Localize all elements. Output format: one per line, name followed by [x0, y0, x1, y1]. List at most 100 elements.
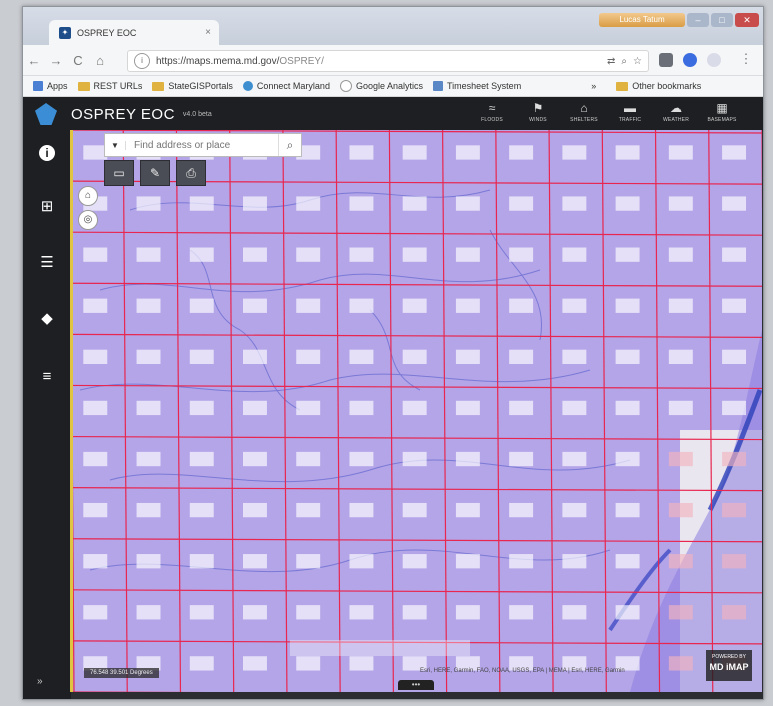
- reload-button[interactable]: C: [73, 52, 83, 68]
- bookmark-connect-maryland[interactable]: Connect Maryland: [242, 81, 330, 91]
- bookmark-apps[interactable]: Apps: [33, 81, 68, 91]
- grid-line-horizontal: [70, 130, 762, 134]
- url-path: OSPREY/: [279, 55, 324, 67]
- layers-icon[interactable]: ◆: [41, 310, 53, 327]
- account-icon[interactable]: [707, 53, 721, 67]
- tab-osprey[interactable]: ✦ OSPREY EOC ×: [49, 20, 219, 45]
- tile-label: [296, 298, 321, 313]
- map-view[interactable]: [70, 130, 762, 692]
- tile-label: [722, 298, 747, 313]
- tile-label: [189, 502, 214, 518]
- translate-icon[interactable]: ⇄: [607, 55, 616, 67]
- app-sidebar: i ⊞ ☰ ◆ ≡ »: [23, 131, 71, 699]
- osprey-favicon-icon: ✦: [59, 26, 71, 39]
- tile-label: [668, 196, 693, 211]
- maximize-button[interactable]: □: [711, 13, 733, 27]
- grid-line-vertical: [548, 130, 554, 692]
- apps-grid-icon: [33, 81, 43, 91]
- tile-label: [562, 400, 587, 416]
- tile-label: [722, 349, 747, 364]
- grid-line-vertical: [175, 130, 182, 692]
- locate-icon[interactable]: ◎: [78, 210, 98, 230]
- bookmark-star-icon[interactable]: ☆: [633, 55, 642, 67]
- minimize-button[interactable]: –: [687, 13, 709, 27]
- tab-close-icon[interactable]: ×: [205, 27, 211, 38]
- tile-label: [349, 349, 374, 364]
- zoom-icon[interactable]: ⌕: [621, 55, 628, 67]
- tile-label: [402, 349, 427, 364]
- sidebar-collapse-button[interactable]: »: [37, 676, 43, 687]
- bookmark-other[interactable]: Other bookmarks: [616, 81, 701, 91]
- tile-label: [189, 554, 214, 569]
- grid-line-vertical: [601, 130, 607, 692]
- tile-label: [615, 451, 640, 467]
- tile-label: [509, 451, 534, 467]
- search-source-dropdown[interactable]: ▼: [105, 140, 126, 150]
- google-icon: [339, 80, 352, 92]
- omnibox-icons: ⇄ ⌕ ☆: [607, 56, 642, 67]
- bookmark-label: StateGISPortals: [168, 81, 233, 91]
- traffic-button[interactable]: ▬ TRAFFIC: [615, 100, 645, 128]
- legend-icon[interactable]: ☰: [40, 254, 54, 271]
- bookmark-google-analytics[interactable]: Google Analytics: [339, 80, 423, 92]
- tile-label: [402, 605, 427, 620]
- chrome-sync-icon[interactable]: [683, 53, 697, 67]
- tile-label: [402, 247, 427, 262]
- tile-label: [509, 400, 534, 416]
- tile-label: [136, 400, 161, 416]
- map-slider-track[interactable]: [290, 640, 470, 656]
- extension-icon[interactable]: [659, 53, 673, 67]
- address-bar[interactable]: i https://maps.mema.md.gov/OSPREY/ ⇄ ⌕ ☆: [127, 50, 649, 72]
- search-input[interactable]: [126, 138, 278, 152]
- tile-label: [402, 400, 427, 416]
- winds-button[interactable]: ⚑ WINDS: [523, 100, 553, 128]
- tile-label: [402, 451, 427, 467]
- tile-label: [455, 247, 480, 262]
- grid-line-horizontal: [70, 538, 762, 543]
- forward-button[interactable]: →: [49, 52, 63, 68]
- layer-list-icon[interactable]: ⊞: [40, 198, 54, 215]
- map-canvas[interactable]: [70, 130, 762, 692]
- bookmark-rest-urls[interactable]: REST URLs: [77, 81, 142, 91]
- basemaps-button[interactable]: ▦ BASEMAPS: [707, 100, 737, 128]
- shelters-button[interactable]: ⌂ SHELTERS: [569, 100, 599, 128]
- home-button[interactable]: ⌂: [96, 52, 104, 68]
- info-icon[interactable]: i: [39, 145, 55, 161]
- tile-label: [562, 451, 587, 467]
- tile-label: [349, 145, 374, 160]
- tile-label: [136, 656, 161, 671]
- tile-label: [243, 247, 267, 262]
- bookmark-state-gis-portals[interactable]: StateGISPortals: [152, 81, 233, 91]
- tile-label: [509, 502, 534, 518]
- powered-by-label: POWERED BY: [712, 654, 746, 660]
- menu-icon[interactable]: ≡: [42, 368, 52, 385]
- measure-tool-button[interactable]: ▭: [104, 160, 134, 186]
- powered-by-badge[interactable]: POWERED BY MD iMAP: [706, 650, 752, 681]
- bottom-panel-handle[interactable]: •••: [398, 680, 434, 690]
- tile-label: [243, 400, 267, 416]
- search-icon[interactable]: ⌕: [278, 134, 301, 156]
- back-button[interactable]: ←: [27, 52, 41, 68]
- tile-label: [402, 196, 427, 211]
- site-info-icon[interactable]: i: [134, 53, 150, 69]
- close-window-button[interactable]: ✕: [735, 13, 759, 27]
- tile-label: [562, 196, 587, 211]
- map-tools: ▭ ✎ ⎙: [104, 160, 206, 186]
- tile-label: [136, 196, 161, 211]
- tile-label: [83, 298, 108, 313]
- profile-button[interactable]: Lucas Tatum: [599, 13, 685, 27]
- print-tool-button[interactable]: ⎙: [176, 160, 206, 186]
- draw-tool-button[interactable]: ✎: [140, 160, 170, 186]
- more-menu-icon[interactable]: ⋮: [739, 51, 753, 66]
- tile-label: [455, 400, 480, 416]
- home-extent-icon[interactable]: ⌂: [78, 186, 98, 206]
- floods-button[interactable]: ≈ FLOODS: [477, 100, 507, 128]
- weather-button[interactable]: ☁ WEATHER: [661, 100, 691, 128]
- url-text: https://maps.mema.md.gov/OSPREY/: [156, 56, 607, 67]
- bookmark-timesheet-system[interactable]: Timesheet System: [433, 81, 521, 91]
- tile-label: [83, 502, 108, 518]
- bookmarks-overflow[interactable]: »: [591, 81, 597, 91]
- tile-label: [455, 605, 480, 620]
- shoreline: [707, 389, 762, 512]
- tile-label: [455, 145, 480, 160]
